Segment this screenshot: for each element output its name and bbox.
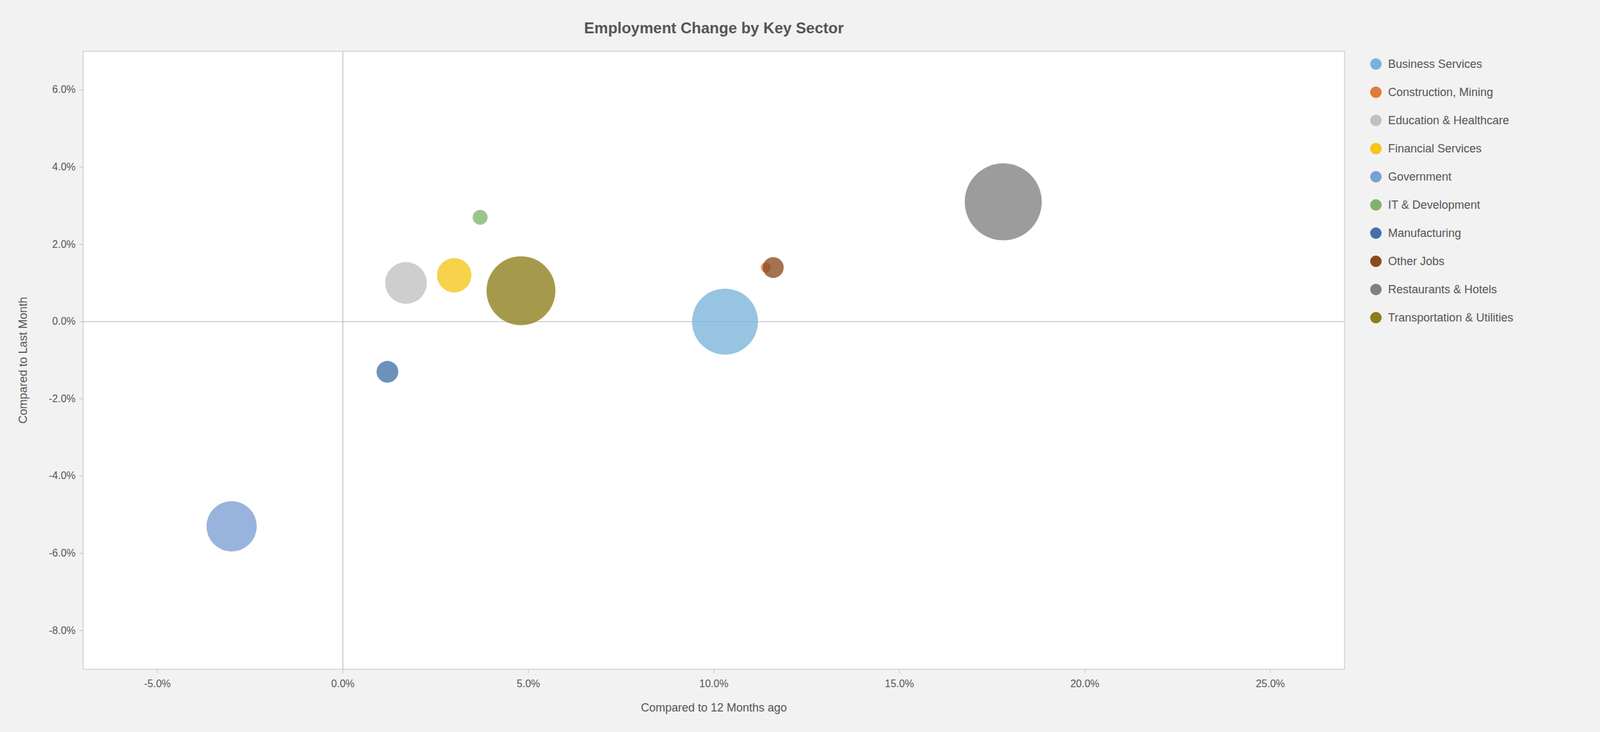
x-tick-label: 5.0%	[516, 678, 540, 689]
legend-marker	[1370, 227, 1382, 239]
y-tick	[79, 321, 84, 323]
y-tick	[79, 630, 84, 631]
reference-lines	[83, 51, 1345, 670]
legend-marker	[1370, 311, 1382, 324]
x-tick	[528, 669, 529, 673]
legend-label: Business Services	[1388, 57, 1483, 71]
y-tick-label: -2.0%	[48, 393, 76, 405]
legend-label: Manufacturing	[1388, 226, 1462, 240]
x-tick-label: 25.0%	[1255, 678, 1285, 689]
bubble: Education & Healthcare	[385, 261, 428, 304]
y-tick-label: -8.0%	[48, 624, 76, 636]
x-tick-label: 20.0%	[1070, 678, 1100, 689]
legend: Business Services Construction, Mining Edu…	[1370, 57, 1513, 324]
x-tick	[1270, 669, 1271, 673]
y-tick	[79, 166, 84, 168]
reference-line	[342, 51, 344, 670]
x-tick	[1084, 669, 1086, 673]
legend-label: Restaurants & Hotels	[1388, 282, 1497, 296]
y-tick-label: -4.0%	[48, 469, 76, 481]
bubble: Other Jobs	[762, 256, 784, 278]
bubble: Government	[206, 501, 257, 552]
y-tick-label: -6.0%	[48, 547, 76, 559]
legend-marker	[1370, 86, 1382, 98]
bubbles: Business ServicesConstruction, MiningEdu…	[206, 163, 1042, 552]
bubble: Financial Services	[437, 258, 472, 293]
x-tick-label: 0.0%	[331, 678, 355, 689]
x-tick	[713, 669, 715, 673]
y-tick	[79, 398, 84, 399]
axes: -5.0% 0.0% 5.0% 10.0% 15.0% 20.0% 25.0% -8.0% -6…	[48, 83, 1285, 689]
y-tick	[79, 243, 84, 245]
legend-marker	[1370, 283, 1382, 296]
legend-label: Government	[1388, 170, 1452, 184]
legend-marker	[1370, 114, 1382, 127]
legend-label: Transportation & Utilities	[1388, 311, 1513, 324]
plot-frame	[83, 51, 1345, 670]
title: Employment Change by Key Sector	[583, 19, 844, 37]
legend-marker	[1370, 142, 1382, 155]
chart: Business Services Construction, Mining Edu…	[0, 0, 1600, 732]
x-tick	[898, 669, 900, 673]
y-tick-label: 4.0%	[52, 161, 76, 173]
legend-label: Other Jobs	[1388, 254, 1445, 268]
legend-label: IT & Development	[1388, 198, 1481, 212]
y-tick-label: 0.0%	[52, 315, 76, 327]
x-tick	[156, 669, 158, 673]
y-tick	[79, 475, 84, 477]
y-tick-label: 2.0%	[52, 238, 76, 250]
legend-label: Education & Healthcare	[1388, 113, 1510, 127]
bubble: Manufacturing	[376, 361, 399, 383]
y-tick	[79, 89, 84, 91]
x-tick-label: 10.0%	[699, 678, 728, 689]
y-tick-label: 6.0%	[52, 83, 76, 95]
x-tick	[342, 669, 344, 673]
x-tick-label: -5.0%	[144, 678, 171, 689]
bubble: Restaurants & Hotels	[964, 163, 1042, 241]
plot-area	[83, 51, 1345, 670]
bubble: IT & Development	[472, 210, 488, 225]
bubble: Business Services	[692, 288, 759, 355]
x-tick-label: 15.0%	[884, 678, 914, 689]
background	[0, 0, 1600, 732]
legend-label: Construction, Mining	[1388, 85, 1494, 99]
legend-marker	[1370, 170, 1382, 183]
x-axis-label: Compared to 12 Months ago	[640, 701, 787, 714]
legend-marker	[1370, 255, 1382, 267]
legend-marker	[1370, 199, 1382, 211]
y-axis-label: Compared to Last Month	[16, 296, 30, 424]
legend-marker	[1370, 58, 1382, 70]
bubble: Transportation & Utilities	[486, 256, 556, 326]
legend-label: Financial Services	[1388, 142, 1482, 155]
y-tick	[79, 553, 84, 554]
